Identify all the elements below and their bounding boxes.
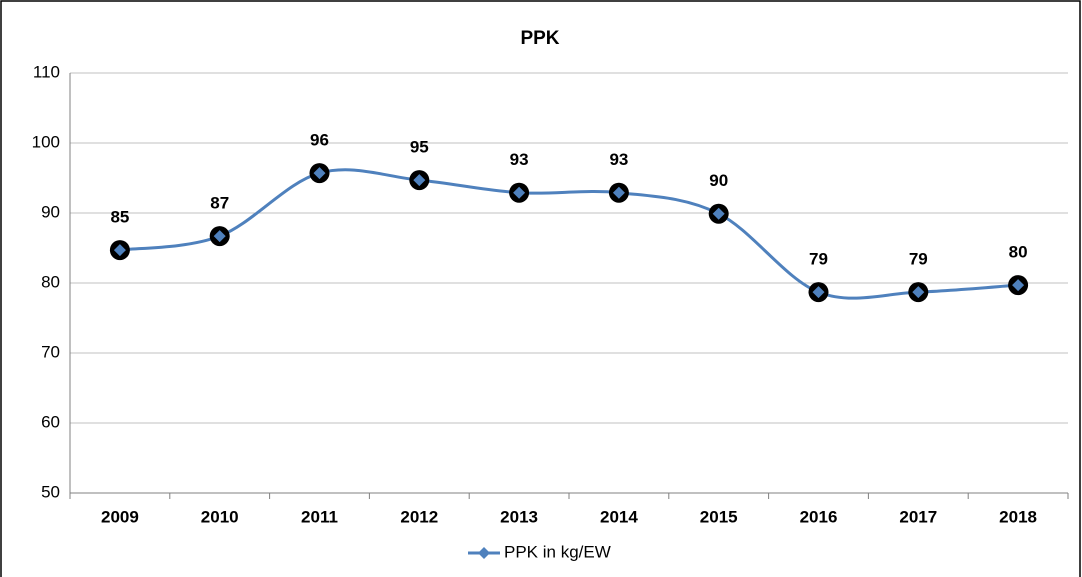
y-tick-label: 80 [41, 272, 60, 291]
marker-diamond [712, 207, 725, 220]
data-label: 87 [210, 194, 229, 213]
y-tick-label: 90 [41, 202, 60, 221]
data-label: 93 [609, 150, 628, 169]
y-tick-label: 70 [41, 342, 60, 361]
marker-diamond [1012, 279, 1025, 292]
x-tick-label: 2015 [700, 507, 738, 526]
x-tick-label: 2013 [500, 507, 538, 526]
legend-label: PPK in kg/EW [504, 542, 611, 561]
y-tick-label: 100 [32, 132, 60, 151]
marker-diamond [113, 244, 126, 257]
marker-diamond [513, 186, 526, 199]
x-tick-label: 2014 [600, 507, 638, 526]
x-tick-label: 2010 [201, 507, 239, 526]
y-tick-label: 50 [41, 482, 60, 501]
marker-diamond [213, 230, 226, 243]
data-label: 96 [310, 131, 329, 150]
x-tick-label: 2017 [899, 507, 937, 526]
data-label: 90 [709, 171, 728, 190]
marker-diamond [612, 186, 625, 199]
marker-diamond [812, 286, 825, 299]
data-label: 85 [110, 208, 129, 227]
data-label: 93 [510, 150, 529, 169]
x-tick-label: 2012 [400, 507, 438, 526]
data-label: 79 [809, 250, 828, 269]
data-label: 80 [1009, 243, 1028, 262]
y-tick-label: 60 [41, 412, 60, 431]
data-label: 95 [410, 138, 429, 157]
x-tick-label: 2016 [800, 507, 838, 526]
marker-diamond [912, 286, 925, 299]
legend-marker [478, 547, 490, 559]
series-line [119, 168, 1019, 300]
x-tick-label: 2011 [301, 507, 338, 526]
y-tick-label: 110 [33, 62, 60, 81]
chart-title: PPK [520, 28, 559, 49]
marker-diamond [313, 167, 326, 180]
data-label: 79 [909, 250, 928, 269]
x-tick-label: 2009 [101, 507, 139, 526]
x-tick-label: 2018 [999, 507, 1037, 526]
marker-diamond [413, 174, 426, 187]
